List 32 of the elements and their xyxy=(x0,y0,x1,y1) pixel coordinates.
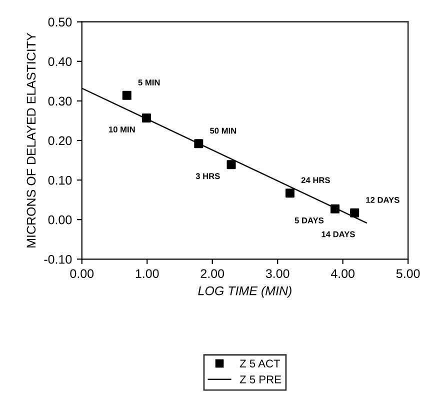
annotation: 5 MIN xyxy=(138,80,160,86)
x-tick-label: 3.00 xyxy=(266,269,290,278)
y-tick-label: 0.40 xyxy=(48,57,72,66)
x-tick-label: 0.00 xyxy=(70,269,94,278)
y-tick-label: -0.10 xyxy=(44,254,72,264)
point xyxy=(142,113,151,122)
point xyxy=(330,204,340,214)
y-tick-label: 0.00 xyxy=(48,215,72,224)
x-tick-label: 5.00 xyxy=(396,269,420,278)
x-axis-title: LOG TIME (MIN) xyxy=(198,286,292,298)
point xyxy=(226,160,236,170)
y-tick-label: 0.30 xyxy=(48,96,72,106)
y-tick-label: 0.10 xyxy=(48,176,72,185)
annotation: 14 DAYS xyxy=(322,231,355,238)
x-tick-label: 2.00 xyxy=(200,269,224,278)
x-tick-label: 4.00 xyxy=(330,269,355,278)
legend-label: Z 5 ACT xyxy=(240,360,280,368)
annotation: 12 DAYS xyxy=(366,196,400,203)
annotation: 3 HRS xyxy=(196,173,220,180)
y-tick-label: 0.20 xyxy=(48,136,72,146)
point xyxy=(194,139,204,148)
legend-label: Z 5 PRE xyxy=(240,376,282,384)
annotation: 50 MIN xyxy=(210,128,236,134)
annotation: 10 MIN xyxy=(109,126,135,132)
x-tick-label: 1.00 xyxy=(136,269,159,278)
point xyxy=(122,90,132,100)
y-tick-label: 0.50 xyxy=(48,18,72,26)
annotation: 24 HRS xyxy=(301,177,330,184)
annotation: 5 DAYS xyxy=(294,217,324,224)
point xyxy=(350,208,360,218)
y-axis-title: MICRONS OF DELAYED ELASTICITY xyxy=(26,32,36,248)
point xyxy=(285,188,294,198)
